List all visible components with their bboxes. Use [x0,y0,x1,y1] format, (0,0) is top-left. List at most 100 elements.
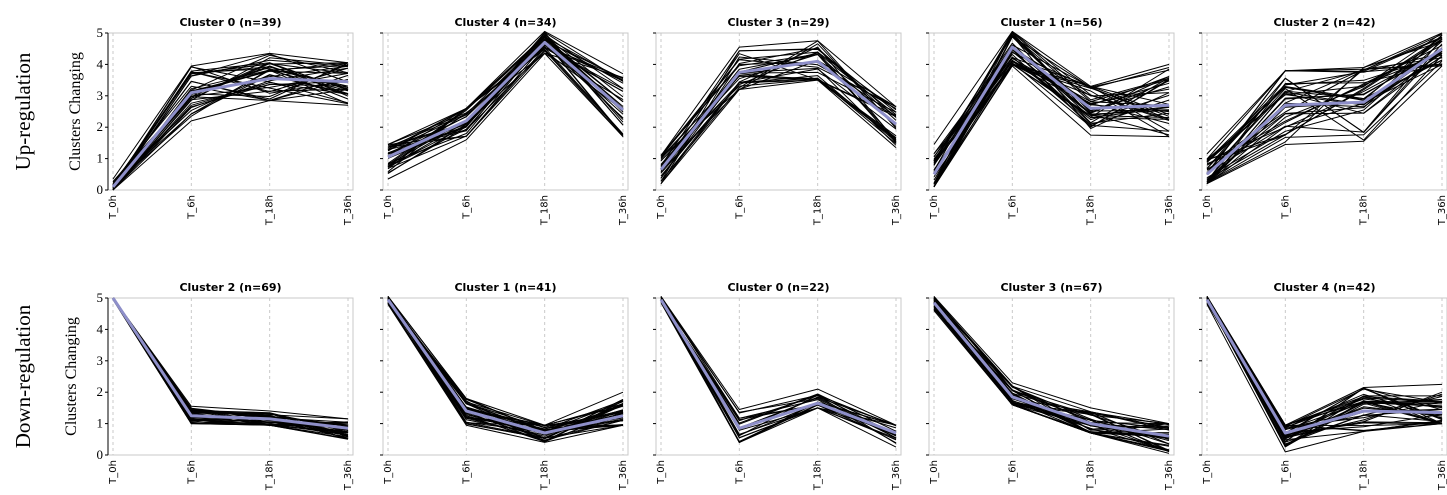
x-tick-label: T_6h [461,460,472,485]
member-line [387,40,624,158]
x-tick-label: T_0h [656,460,667,485]
member-line [933,42,1170,158]
cluster-panel: Cluster 4 (n=34) T_0h T_6h T_18h T_36h [380,16,629,226]
member-line [660,296,897,439]
cluster-panel: Cluster 0 (n=39) 0 1 2 3 4 5 Clusters Changing T… [67,16,354,226]
x-tick-label: T_6h [1007,460,1018,485]
x-tick-label: T_18h [540,195,551,226]
x-tick-label: T_6h [734,460,745,485]
member-line [1206,299,1443,446]
member-line [112,74,349,186]
member-line [1206,65,1443,169]
x-tick-label: T_18h [1086,195,1097,226]
member-line [387,47,624,169]
mean-line [659,298,897,435]
member-line [1206,56,1443,185]
x-tick-label: T_18h [813,195,824,226]
x-tick-label: T_0h [108,460,119,485]
member-line [933,296,1170,440]
panel-title: Cluster 3 (n=29) [727,16,829,29]
member-line [660,79,897,185]
member-line [1206,48,1443,161]
x-tick-label: T_36h [343,460,354,491]
member-line [387,52,624,148]
member-line [933,30,1170,145]
x-tick-label: T_36h [1437,195,1447,226]
x-tick-label: T_36h [1164,195,1175,226]
row-label: Down-regulation [11,304,35,448]
x-tick-label: T_0h [929,460,940,485]
x-tick-label: T_6h [734,195,745,220]
member-line [1206,52,1443,174]
member-line [112,52,349,180]
y-tick-label: 3 [97,88,104,103]
x-tick-label: T_6h [461,195,472,220]
x-tick-label: T_0h [1202,195,1213,220]
x-tick-label: T_36h [891,195,902,226]
y-tick-label: 2 [97,384,104,399]
member-line [660,296,897,436]
member-line [112,68,349,187]
x-tick-label: T_0h [383,195,394,220]
x-tick-label: T_0h [383,460,394,485]
x-tick-label: T_36h [618,460,629,491]
x-tick-label: T_0h [1202,460,1213,485]
mean-line [932,301,1170,438]
x-tick-label: T_0h [656,195,667,220]
panel-title: Cluster 4 (n=42) [1273,281,1375,294]
member-line [112,298,349,429]
member-line [933,34,1170,162]
y-tick-label: 4 [97,321,104,336]
member-line [1206,34,1443,163]
member-line [933,32,1170,171]
panel-title: Cluster 2 (n=69) [179,281,281,294]
x-tick-label: T_6h [1280,460,1291,485]
x-tick-label: T_18h [1359,460,1370,491]
cluster-panel: Cluster 3 (n=67) T_0h T_6h T_18h T_36h [926,281,1175,491]
member-line [1206,65,1443,185]
y-tick-label: 5 [97,25,104,40]
cluster-panel: Cluster 3 (n=29) T_0h T_6h T_18h T_36h [653,16,902,226]
x-tick-label: T_6h [1007,195,1018,220]
mean-line [659,59,897,171]
x-tick-label: T_0h [108,195,119,220]
member-line [1206,33,1443,185]
member-line [387,52,624,180]
member-line [387,39,624,165]
x-tick-label: T_6h [186,195,197,220]
member-line [1206,50,1443,180]
panel-title: Cluster 0 (n=39) [179,16,281,29]
mean-line [386,298,624,435]
x-tick-label: T_36h [618,195,629,226]
member-line [112,63,349,187]
x-tick-label: T_18h [265,195,276,226]
cluster-panel: Cluster 2 (n=69) 0 1 2 3 4 5 Clusters Changing T… [63,281,354,491]
member-line [933,298,1170,425]
member-line [1206,32,1443,155]
mean-line [932,45,1170,176]
y-axis-label: Clusters Changing [67,52,84,171]
x-tick-label: T_36h [1164,460,1175,491]
x-tick-label: T_18h [813,460,824,491]
member-line [933,297,1170,431]
member-line [1206,59,1443,175]
member-line [387,304,624,443]
cluster-panel: Cluster 0 (n=22) T_0h T_6h T_18h T_36h [653,281,902,491]
mean-line [387,40,624,159]
member-line [112,71,349,187]
y-tick-label: 4 [97,56,104,71]
panel-title: Cluster 1 (n=41) [454,281,556,294]
mean-line [1205,298,1443,435]
x-tick-label: T_36h [1437,460,1447,491]
member-line [1206,34,1443,171]
cluster-panel: Cluster 1 (n=41) T_0h T_6h T_18h T_36h [380,281,629,491]
x-tick-label: T_18h [1086,460,1097,491]
cluster-panel: Cluster 2 (n=42) T_0h T_6h T_18h T_36h [1199,16,1447,226]
x-tick-label: T_36h [891,460,902,491]
member-line [660,68,897,185]
cluster-panel: Cluster 4 (n=42) T_0h T_6h T_18h T_36h [1199,281,1447,491]
cluster-panel: Cluster 1 (n=56) T_0h T_6h T_18h T_36h [926,16,1175,226]
y-tick-label: 3 [97,353,104,368]
member-line [660,40,897,156]
